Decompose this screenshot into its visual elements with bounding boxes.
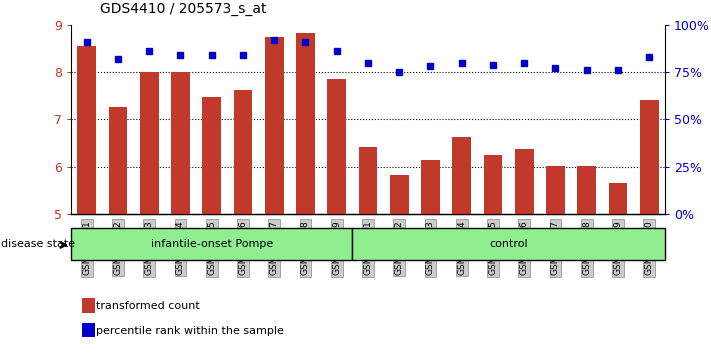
- Bar: [640, 99, 658, 214]
- Bar: [483, 155, 502, 214]
- Bar: [296, 33, 315, 214]
- Bar: [609, 183, 627, 214]
- Bar: [358, 147, 378, 214]
- Text: percentile rank within the sample: percentile rank within the sample: [96, 326, 284, 336]
- Bar: [353, 228, 665, 260]
- Text: transformed count: transformed count: [96, 301, 200, 311]
- Bar: [203, 97, 221, 214]
- Bar: [71, 228, 353, 260]
- Bar: [264, 36, 284, 214]
- Bar: [327, 79, 346, 214]
- Bar: [546, 166, 565, 214]
- Bar: [77, 46, 96, 214]
- Bar: [171, 72, 190, 214]
- Bar: [421, 160, 440, 214]
- Text: disease state: disease state: [1, 239, 75, 249]
- Text: GDS4410 / 205573_s_at: GDS4410 / 205573_s_at: [100, 2, 266, 16]
- Bar: [390, 175, 409, 214]
- Bar: [452, 137, 471, 214]
- Bar: [109, 107, 127, 214]
- Bar: [577, 166, 596, 214]
- Bar: [234, 90, 252, 214]
- Bar: [515, 149, 533, 214]
- Text: control: control: [489, 239, 528, 249]
- Text: infantile-onset Pompe: infantile-onset Pompe: [151, 239, 273, 249]
- Bar: [140, 72, 159, 214]
